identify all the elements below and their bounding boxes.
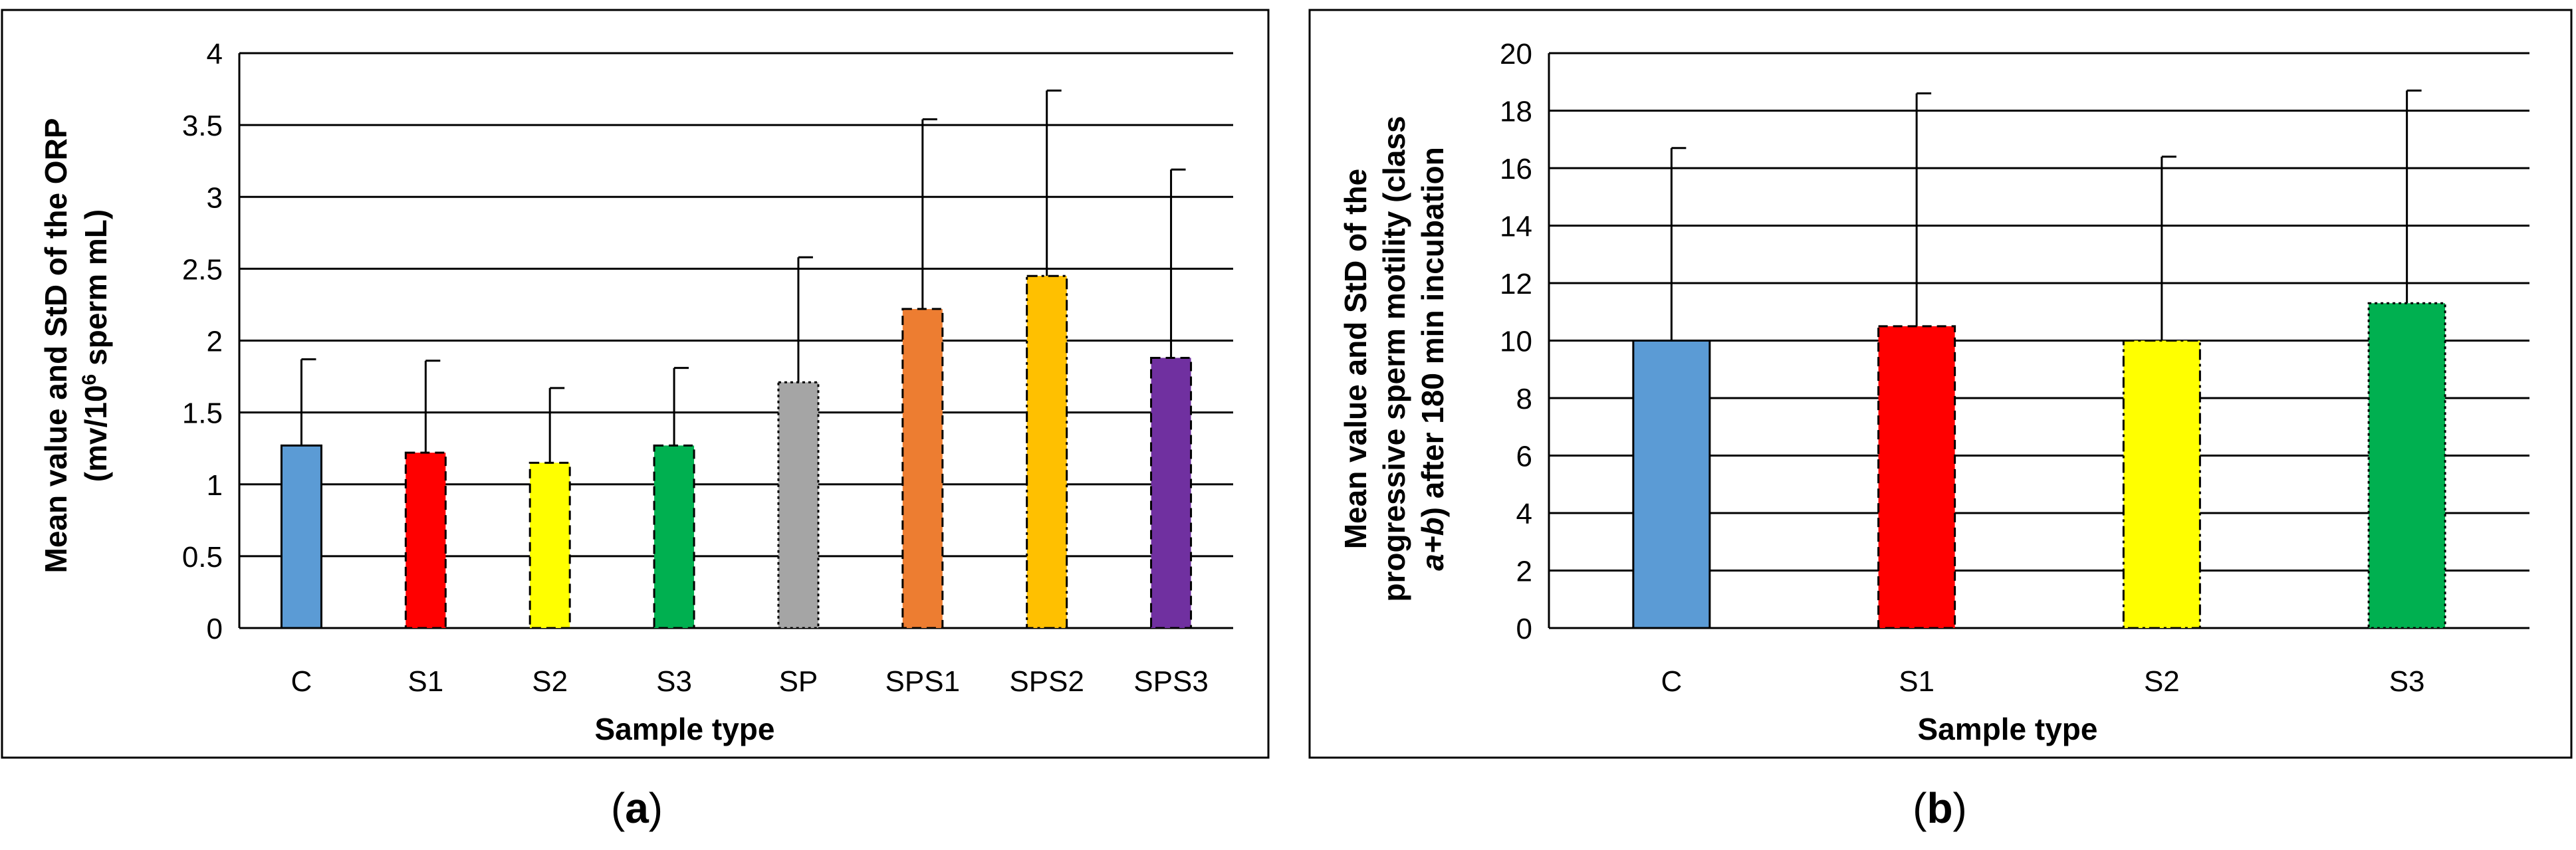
panel-b-y-axis-title: Mean value and StD of the	[1338, 169, 1373, 550]
panel-b-bars	[1632, 302, 2446, 629]
panel-b-y-tick-label: 20	[1500, 38, 1532, 70]
panel-a-error-bars	[300, 89, 1186, 463]
bar-a-s2	[528, 461, 571, 629]
bar-a-sp	[777, 381, 820, 629]
panel-b-x-tick-labels: C S1 S2 S3	[1661, 665, 2424, 698]
panel-a-x-axis-title: Sample type	[595, 712, 775, 746]
panel-b-y-tick-label: 4	[1516, 498, 1532, 530]
panel-b-y-tick-labels: 0 2 4 6 8 10 12 14 16 18 20	[1500, 38, 1532, 645]
bar-b-c	[1632, 340, 1711, 629]
panel-a-y-tick-label: 3	[207, 181, 223, 214]
panel-a-y-tick-label: 4	[207, 38, 223, 70]
panel-a-x-tick-label: SPS2	[1009, 665, 1084, 698]
panel-a-y-tick-label: 2	[207, 326, 223, 358]
panel-b-y-tick-label: 6	[1516, 441, 1532, 473]
panel-a-x-tick-label: S2	[532, 665, 568, 698]
panel-a-y-tick-label: 1.5	[182, 397, 223, 430]
panel-a-x-tick-label: C	[291, 665, 312, 698]
bar-a-sps2	[1026, 274, 1068, 629]
panel-b-error-bars	[1670, 89, 2422, 341]
panel-a-y-tick-label: 1	[207, 469, 223, 502]
panel-b-y-tick-label: 8	[1516, 383, 1532, 415]
panel-a-y-axis-title: Mean value and StD of the ORP	[39, 118, 73, 574]
bar-b-s3	[2367, 302, 2446, 629]
panel-a-y-tick-labels: 0 0.5 1 1.5 2 2.5 3 3.5 4	[182, 38, 223, 645]
panel-b-y-tick-label: 16	[1500, 153, 1532, 185]
panel-a-y-tick-label: 0.5	[182, 541, 223, 574]
bar-a-sps1	[901, 308, 944, 629]
panel-b-x-axis-title: Sample type	[1918, 712, 2098, 746]
bar-b-s2	[2122, 340, 2201, 629]
panel-a-label: (a)	[611, 784, 663, 832]
panel-b-y-tick-label: 2	[1516, 556, 1532, 588]
panel-b-y-tick-label: 18	[1500, 96, 1532, 128]
panel-b-y-tick-label: 14	[1500, 211, 1532, 243]
panel-b-y-axis-title-line2: progressive sperm motility (class	[1377, 116, 1411, 601]
panel-b-x-tick-label: S1	[1899, 665, 1934, 698]
panel-a-x-tick-label: S1	[408, 665, 443, 698]
bar-a-sps3	[1150, 356, 1193, 629]
panel-a-x-tick-label: SPS1	[885, 665, 961, 698]
panel-b-x-tick-label: S3	[2389, 665, 2425, 698]
bar-a-s3	[653, 444, 695, 629]
chart-panel-a: 00.511.522.533.54 C S1 S2 S3 SP SPS1 SPS2 SPS3 …	[1, 9, 1270, 832]
panel-a-x-tick-label: SP	[779, 665, 818, 698]
panel-b-frame	[1308, 9, 2573, 759]
chart-panel-b: 0 2 4 6 8 10 12 14 16 18 20 C S1 S2 S3 Sample type Me…	[1308, 9, 2573, 832]
panel-a-x-tick-label: SPS3	[1133, 665, 1209, 698]
panel-b-label: (b)	[1913, 784, 1967, 832]
panel-b-x-tick-label: C	[1661, 665, 1682, 698]
panel-a-gridlines	[238, 52, 1233, 629]
panel-b-x-tick-label: S2	[2144, 665, 2180, 698]
panel-a-y-tick-label: 2.5	[182, 253, 223, 286]
panel-a-bars	[280, 274, 1193, 629]
panel-b-gridlines	[1548, 52, 2529, 629]
panel-a-y-axis-title-line2: (mv/106 sperm mL)	[78, 209, 114, 482]
panel-a-y-tick-label: 0	[207, 613, 223, 645]
bar-b-s1	[1877, 325, 1956, 629]
panel-a-x-tick-labels: C S1 S2 S3 SP SPS1 SPS2 SPS3	[291, 665, 1209, 698]
panel-a-x-tick-label: S3	[656, 665, 692, 698]
panel-a-frame	[1, 9, 1270, 759]
bar-a-s1	[404, 451, 447, 629]
panel-b-y-tick-label: 0	[1516, 613, 1532, 645]
panel-b-y-tick-label: 12	[1500, 268, 1532, 300]
bar-a-c	[280, 444, 322, 629]
panel-a-y-tick-label: 3.5	[182, 110, 223, 142]
panel-b-y-axis-title-line3: a+b) after 180 min incubation	[1415, 147, 1450, 571]
panel-b-y-tick-label: 10	[1500, 326, 1532, 358]
